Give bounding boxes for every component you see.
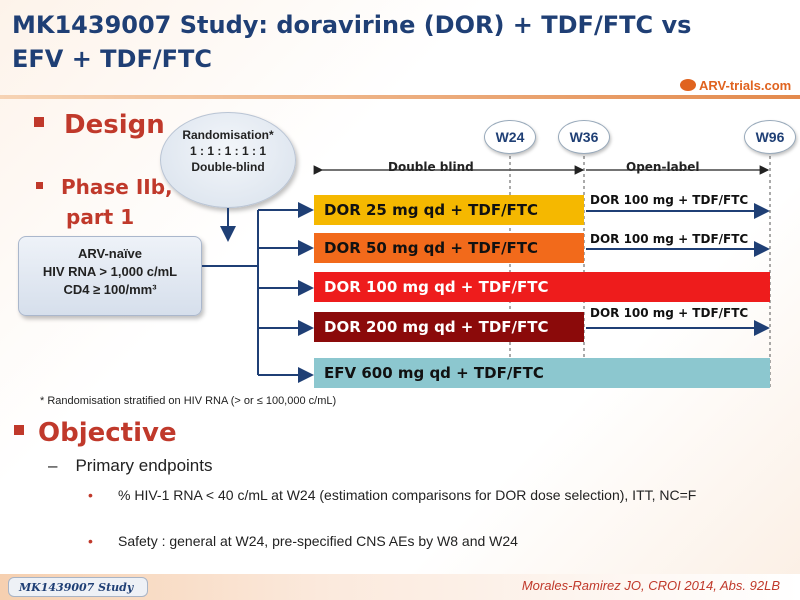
timepoint-w24: W24 (484, 120, 536, 154)
open-label-label: Open-label (626, 160, 700, 174)
bullet-square-icon (34, 117, 44, 127)
randomisation-line: Randomisation* (182, 128, 274, 142)
arm-extension-label: DOR 100 mg + TDF/FTC (590, 193, 749, 207)
randomisation-blinding: Double-blind (191, 160, 265, 174)
randomisation-ellipse: Randomisation* 1 : 1 : 1 : 1 : 1 Double-… (160, 112, 296, 208)
slide-title: MK1439007 Study: doravirine (DOR) + TDF/… (12, 11, 692, 73)
timepoint-w96: W96 (744, 120, 796, 154)
phase-label: Phase IIb, part 1 (36, 172, 173, 232)
bullet-square-icon (14, 425, 24, 435)
population-line: CD4 ≥ 100/mm³ (63, 282, 157, 297)
title-divider (0, 95, 800, 99)
logo-icon (680, 79, 696, 91)
study-tab: MK1439007 Study (8, 577, 148, 597)
arv-trials-logo: ARV-trials.com (680, 78, 791, 93)
bullet-dot-icon: • (88, 533, 93, 549)
dash-bullet-icon: – (48, 456, 58, 475)
primary-endpoints: – Primary endpoints (48, 456, 213, 475)
randomisation-footnote: * Randomisation stratified on HIV RNA (>… (40, 395, 337, 407)
population-box: ARV-naïve HIV RNA > 1,000 c/mL CD4 ≥ 100… (18, 236, 202, 316)
population-line: HIV RNA > 1,000 c/mL (42, 264, 178, 279)
arm-dor-200: DOR 200 mg qd + TDF/FTC (314, 312, 584, 342)
objective-heading: Objective (14, 418, 177, 448)
timepoint-w36: W36 (558, 120, 610, 154)
bullet-dot-icon: • (88, 487, 93, 503)
arm-dor-25: DOR 25 mg qd + TDF/FTC (314, 195, 584, 225)
randomisation-ratio: 1 : 1 : 1 : 1 : 1 (189, 144, 267, 158)
logo-text: ARV-trials.com (699, 78, 792, 93)
arm-extension-label: DOR 100 mg + TDF/FTC (590, 306, 749, 320)
bullet-square-icon (36, 182, 43, 189)
arm-efv-600: EFV 600 mg qd + TDF/FTC (314, 358, 770, 388)
endpoint-bullet: • % HIV-1 RNA < 40 c/mL at W24 (estimati… (88, 487, 697, 503)
arm-extension-label: DOR 100 mg + TDF/FTC (590, 232, 749, 246)
double-blind-label: Double blind (388, 160, 474, 174)
reference-citation: Morales-Ramirez JO, CROI 2014, Abs. 92LB (521, 578, 780, 593)
arm-dor-100: DOR 100 mg qd + TDF/FTC (314, 272, 770, 302)
arm-dor-50: DOR 50 mg qd + TDF/FTC (314, 233, 584, 263)
population-line: ARV-naïve (77, 246, 143, 261)
endpoint-bullet: • Safety : general at W24, pre-specified… (88, 533, 518, 549)
design-heading: Design (34, 110, 165, 140)
